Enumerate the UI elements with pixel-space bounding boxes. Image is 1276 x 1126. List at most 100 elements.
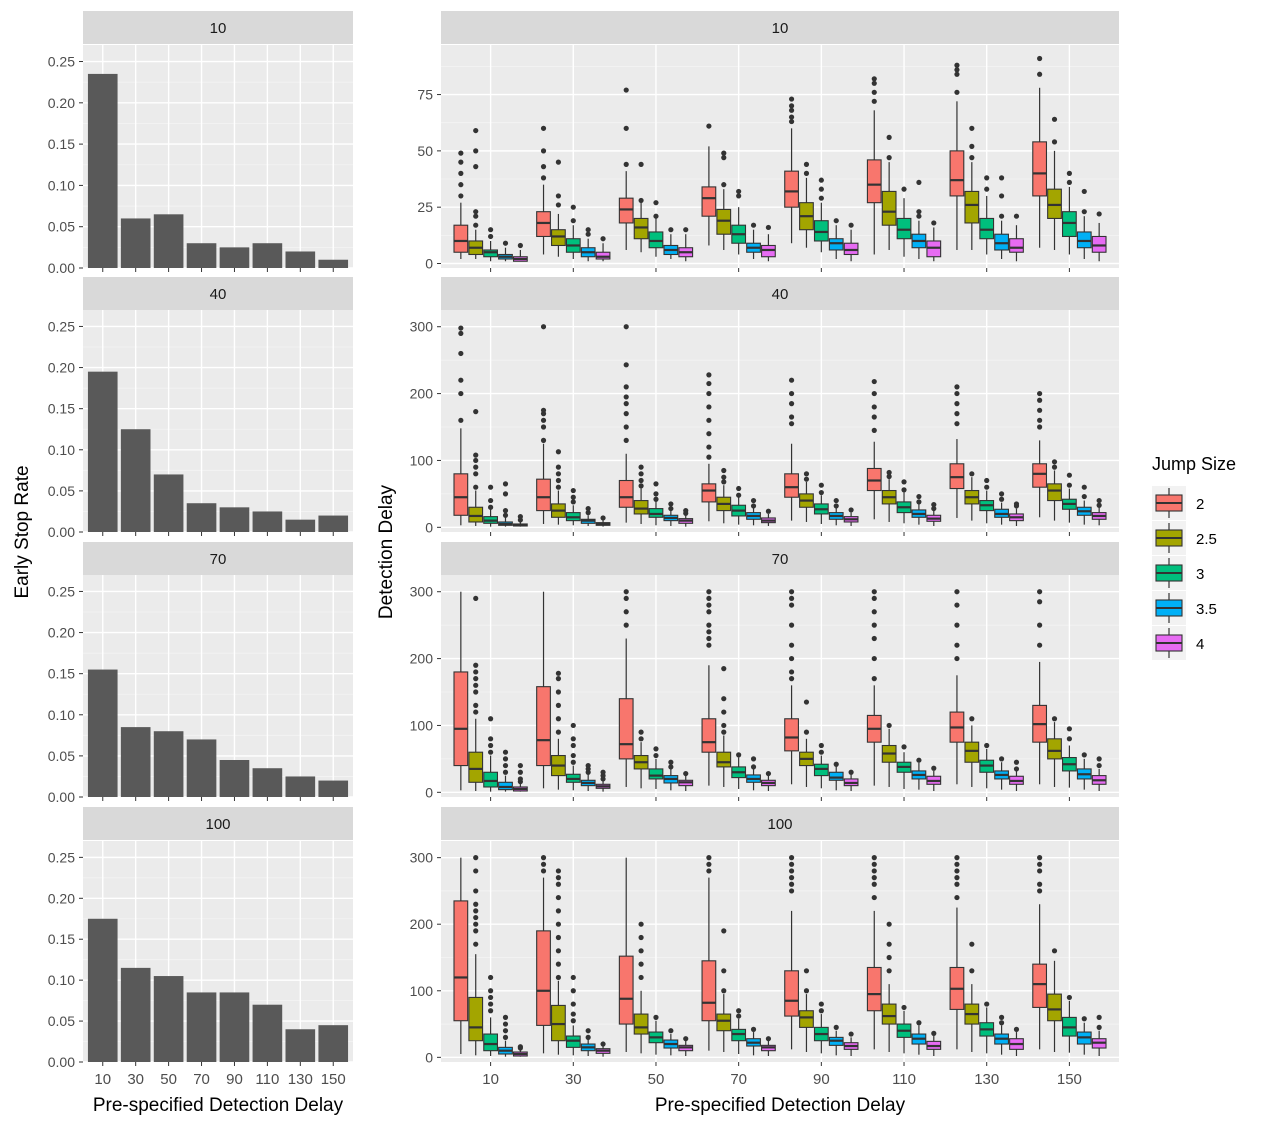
- outlier-point: [954, 421, 960, 427]
- x-tick-label: 10: [482, 1071, 499, 1088]
- outlier-point: [871, 609, 877, 615]
- legend-item-3: 3: [1152, 556, 1204, 590]
- box-2.5: [633, 464, 649, 524]
- outlier-point: [488, 484, 494, 490]
- box-4: [1091, 1014, 1107, 1057]
- bar: [318, 1025, 349, 1062]
- bar: [318, 780, 349, 797]
- outlier-point: [1037, 599, 1043, 605]
- box-3.5: [746, 497, 761, 526]
- box-3: [813, 1001, 829, 1054]
- outlier-point: [555, 477, 562, 484]
- outlier-point: [1037, 55, 1043, 62]
- y-tick-label: 0.00: [48, 1054, 75, 1070]
- outlier-point: [555, 202, 562, 208]
- outlier-point: [706, 390, 712, 397]
- bar: [120, 727, 151, 797]
- box-3.5: [1076, 1016, 1092, 1055]
- outlier-point: [848, 507, 854, 513]
- box-2.5: [468, 855, 484, 1056]
- outlier-point: [886, 469, 892, 476]
- outlier-point: [638, 161, 644, 167]
- box-3: [979, 175, 995, 255]
- outlier-point: [653, 752, 659, 759]
- box-2.5: [964, 941, 980, 1053]
- outlier-point: [886, 722, 892, 729]
- outlier-point: [1096, 502, 1102, 508]
- box-body: [828, 238, 844, 251]
- y-tick-label: 100: [410, 452, 434, 468]
- y-tick-label: 0.20: [48, 95, 75, 111]
- y-tick-label: 0.00: [48, 789, 75, 805]
- outlier-point: [916, 493, 922, 500]
- box-body: [701, 186, 717, 217]
- outlier-point: [803, 161, 810, 167]
- y-tick-label: 0.15: [48, 401, 75, 417]
- outlier-point: [1037, 71, 1043, 77]
- box-4: [595, 1041, 611, 1057]
- outlier-point: [969, 941, 975, 947]
- outlier-point: [488, 1001, 494, 1007]
- box-body: [536, 478, 551, 512]
- outlier-point: [600, 236, 606, 242]
- outlier-point: [473, 213, 479, 219]
- outlier-point: [600, 769, 606, 775]
- bar: [219, 247, 250, 268]
- box-3.5: [498, 481, 513, 527]
- box-body: [1032, 463, 1048, 488]
- box-3.5: [911, 1020, 927, 1055]
- outlier-point: [818, 186, 824, 192]
- outlier-point: [954, 868, 960, 874]
- outlier-point: [488, 749, 494, 755]
- box-2.5: [468, 595, 484, 791]
- box-2: [784, 96, 799, 244]
- box-body: [468, 751, 484, 783]
- box-2.5: [881, 921, 897, 1053]
- outlier-point: [706, 444, 712, 450]
- outlier-point: [788, 114, 795, 120]
- outlier-point: [540, 437, 547, 443]
- outlier-point: [1013, 766, 1020, 772]
- outlier-point: [886, 941, 892, 947]
- box-4: [926, 765, 942, 791]
- outlier-point: [623, 87, 629, 93]
- box-2.5: [551, 159, 566, 257]
- outlier-point: [931, 501, 937, 508]
- legend-title: Jump Size: [1152, 454, 1236, 474]
- outlier-point: [623, 324, 629, 330]
- outlier-point: [473, 855, 479, 861]
- outlier-point: [1051, 116, 1058, 122]
- box-body: [453, 671, 469, 767]
- outlier-point: [721, 968, 727, 974]
- box-4: [843, 222, 859, 262]
- box-2.5: [799, 471, 814, 522]
- box-2.5: [881, 134, 897, 250]
- box-2.5: [1047, 948, 1062, 1053]
- outlier-point: [969, 716, 975, 722]
- outlier-point: [540, 424, 547, 430]
- outlier-point: [517, 762, 523, 769]
- outlier-point: [1066, 170, 1072, 176]
- outlier-point: [750, 497, 757, 504]
- x-tick-label: 50: [648, 1071, 665, 1088]
- outlier-point: [998, 496, 1005, 502]
- box-2: [949, 384, 965, 518]
- box-body: [551, 229, 566, 247]
- outlier-point: [473, 908, 479, 914]
- box-2: [536, 591, 551, 789]
- box-4: [926, 220, 942, 262]
- outlier-point: [1066, 472, 1072, 478]
- outlier-point: [1037, 881, 1043, 887]
- outlier-point: [502, 762, 509, 769]
- facet-strip-label: 70: [772, 551, 789, 568]
- outlier-point: [998, 213, 1005, 219]
- y-tick-label: 300: [410, 850, 434, 866]
- outlier-point: [502, 1028, 509, 1034]
- y-tick-label: 0.25: [48, 54, 75, 70]
- outlier-point: [570, 752, 576, 759]
- outlier-point: [473, 222, 479, 228]
- box-body: [595, 251, 611, 260]
- y-tick-label: 0.25: [48, 318, 75, 334]
- outlier-point: [585, 1034, 591, 1040]
- outlier-point: [954, 855, 960, 861]
